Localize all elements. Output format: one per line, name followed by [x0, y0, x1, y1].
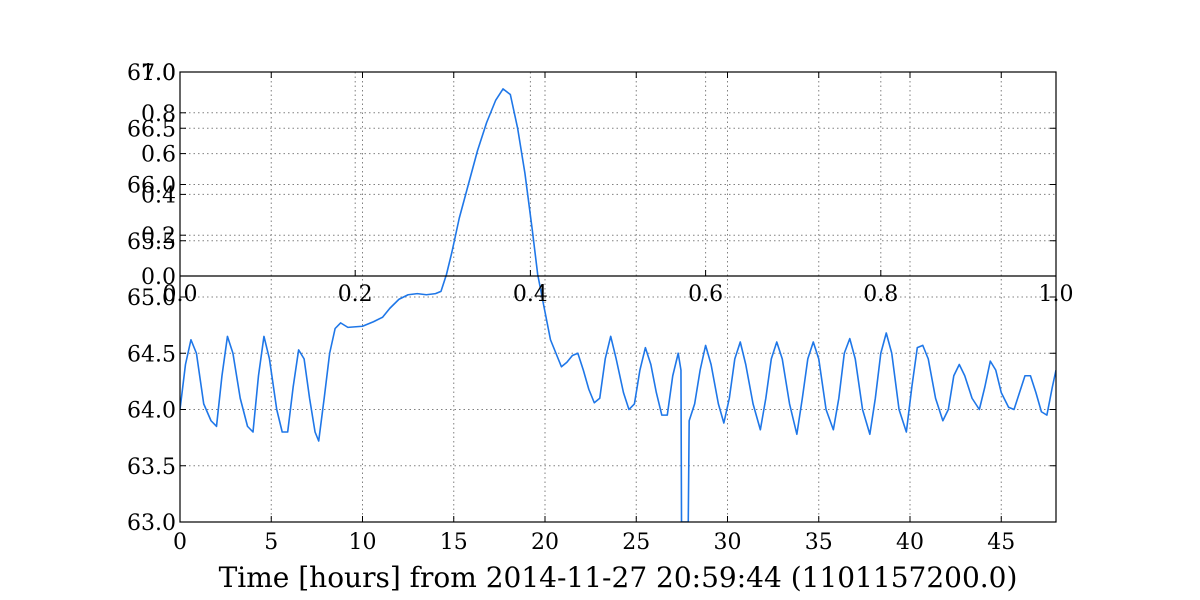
- overlay-y-tick-label: 0.4: [141, 183, 176, 208]
- overlay-x-tick-label: 1.0: [1039, 282, 1074, 307]
- tick-marks: [179, 71, 1057, 523]
- x-tick-label: 5: [264, 530, 278, 555]
- y-tick-label: 66.0: [127, 174, 176, 199]
- x-tick-label: 35: [805, 530, 833, 555]
- overlay-x-tick-label: 0.2: [338, 282, 373, 307]
- grid-lines: [180, 72, 1056, 522]
- overlay-x-tick-label: 0.0: [163, 282, 198, 307]
- x-axis-label: Time [hours] from 2014-11-27 20:59:44 (1…: [219, 561, 1018, 594]
- x-tick-label: 25: [622, 530, 650, 555]
- y-tick-label: 66.5: [127, 117, 176, 142]
- series-line-0: [180, 88, 1056, 522]
- overlay-y-tick-label: 0.0: [141, 265, 176, 290]
- x-tick-label: 40: [896, 530, 924, 555]
- x-tick-label: 10: [349, 530, 377, 555]
- x-tick-label: 15: [440, 530, 468, 555]
- overlay-x-tick-label: 0.8: [863, 282, 898, 307]
- x-tick-label: 45: [987, 530, 1015, 555]
- overlay-y-tick-label: 1.0: [141, 61, 176, 86]
- x-tick-label: 0: [173, 530, 187, 555]
- y-tick-label: 63.5: [127, 455, 176, 480]
- y-tick-label: 64.0: [127, 399, 176, 424]
- y-tick-label: 65.5: [127, 230, 176, 255]
- y-tick-label: 64.5: [127, 342, 176, 367]
- overlay-x-tick-label: 0.6: [688, 282, 723, 307]
- y-tick-label: 65.0: [127, 286, 176, 311]
- y-tick-label: 67.0: [127, 61, 176, 86]
- overlay-x-tick-label: 0.4: [513, 282, 548, 307]
- overlay-y-tick-label: 0.8: [141, 102, 176, 127]
- x-tick-label: 20: [531, 530, 559, 555]
- y-tick-label: 63.0: [127, 511, 176, 536]
- overlay-y-tick-label: 0.6: [141, 143, 176, 168]
- series-line-group: [180, 88, 1056, 522]
- overlay-y-tick-label: 0.2: [141, 224, 176, 249]
- tick-labels: 0 5 10 15 20 25 30 35 40 45 63.0 63.5 64.0 64.5 65.0 65…: [127, 61, 1073, 555]
- x-tick-label: 30: [714, 530, 742, 555]
